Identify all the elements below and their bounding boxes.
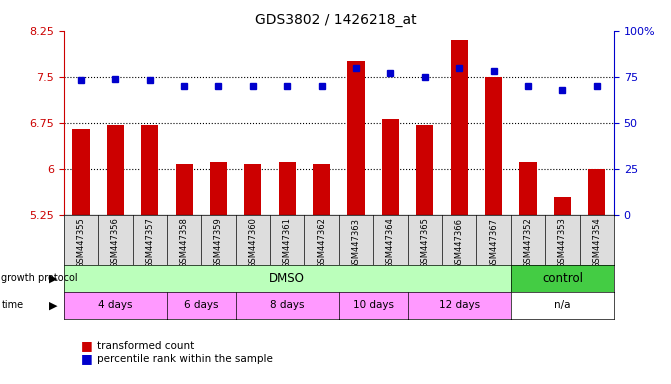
Text: percentile rank within the sample: percentile rank within the sample [97, 354, 273, 364]
Text: GSM447365: GSM447365 [420, 217, 429, 268]
Bar [348, 61, 364, 215]
Bar [451, 40, 468, 215]
Bar [588, 169, 605, 215]
Text: GSM447354: GSM447354 [592, 217, 601, 268]
Text: ■: ■ [81, 353, 93, 366]
Text: n/a: n/a [554, 300, 570, 310]
Text: GSM447363: GSM447363 [352, 217, 360, 268]
Text: 12 days: 12 days [439, 300, 480, 310]
Text: DMSO: DMSO [269, 272, 305, 285]
Bar [72, 129, 89, 215]
Text: 6 days: 6 days [184, 300, 219, 310]
Bar [141, 125, 158, 215]
Text: control: control [542, 272, 583, 285]
Text: GDS3802 / 1426218_at: GDS3802 / 1426218_at [255, 13, 416, 27]
Text: 10 days: 10 days [353, 300, 394, 310]
Text: ▶: ▶ [48, 273, 57, 283]
Text: GSM447356: GSM447356 [111, 217, 120, 268]
Bar [519, 162, 537, 215]
Text: 8 days: 8 days [270, 300, 305, 310]
Bar [382, 119, 399, 215]
Bar [416, 125, 433, 215]
Bar [107, 125, 124, 215]
Text: GSM447362: GSM447362 [317, 217, 326, 268]
Text: GSM447355: GSM447355 [76, 217, 85, 268]
Bar [278, 162, 296, 215]
Bar [485, 77, 502, 215]
Text: GSM447360: GSM447360 [248, 217, 258, 268]
Text: 4 days: 4 days [98, 300, 133, 310]
Text: transformed count: transformed count [97, 341, 195, 351]
Text: GSM447361: GSM447361 [282, 217, 292, 268]
Text: GSM447358: GSM447358 [180, 217, 189, 268]
Bar [244, 164, 262, 215]
Text: time: time [1, 300, 23, 310]
Text: GSM447353: GSM447353 [558, 217, 567, 268]
Text: ■: ■ [81, 339, 93, 352]
Text: GSM447352: GSM447352 [523, 217, 533, 268]
Bar [554, 197, 571, 215]
Text: GSM447366: GSM447366 [455, 217, 464, 268]
Text: GSM447367: GSM447367 [489, 217, 498, 268]
Text: GSM447357: GSM447357 [145, 217, 154, 268]
Text: GSM447359: GSM447359 [214, 217, 223, 268]
Text: ▶: ▶ [48, 300, 57, 310]
Bar [210, 162, 227, 215]
Text: growth protocol: growth protocol [1, 273, 78, 283]
Bar [176, 164, 193, 215]
Bar [313, 164, 330, 215]
Text: GSM447364: GSM447364 [386, 217, 395, 268]
